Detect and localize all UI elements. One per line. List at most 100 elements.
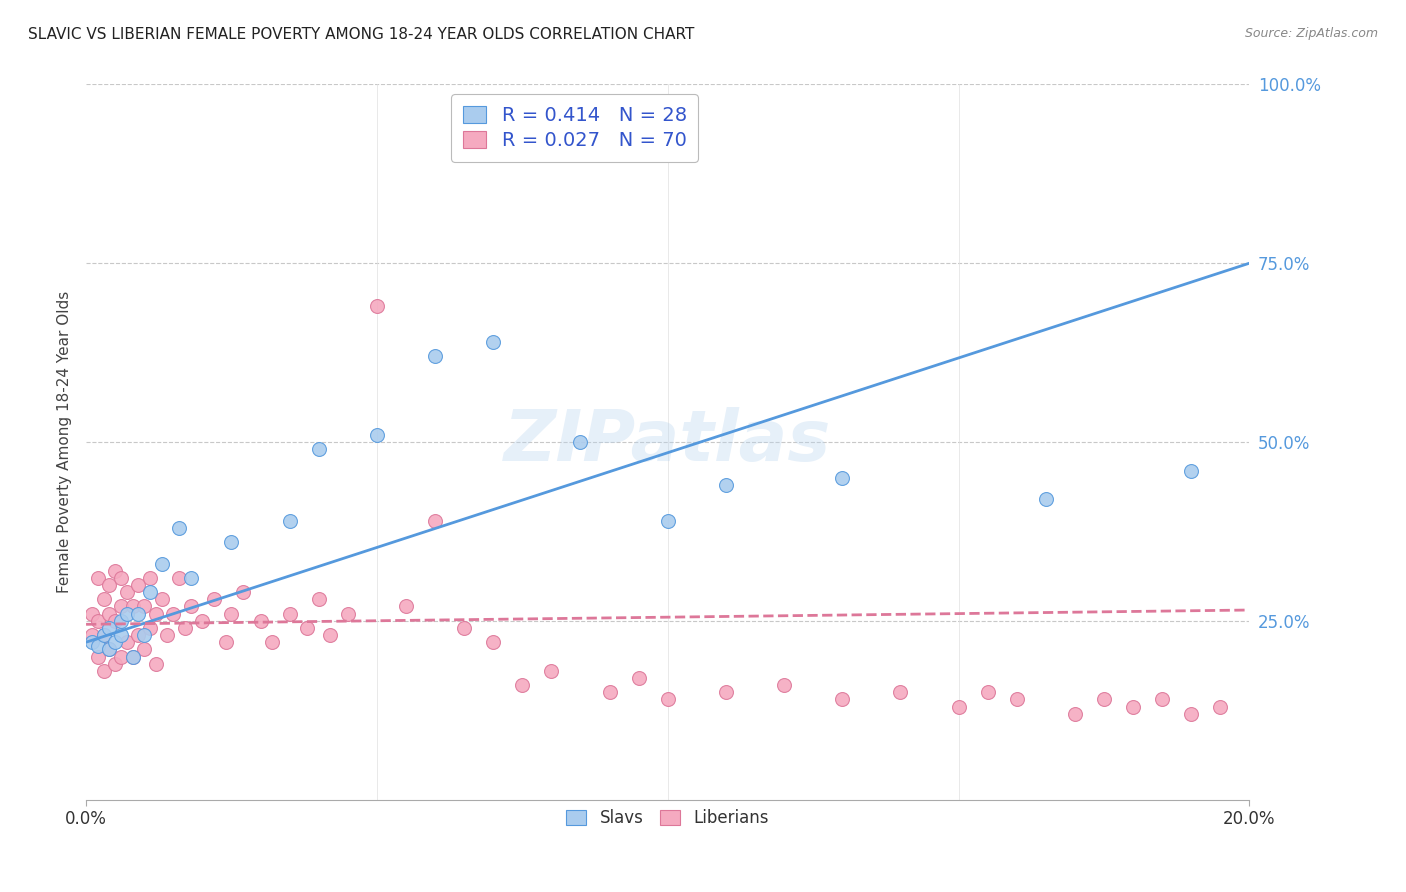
Point (145, 657, 167, 671)
Text: ZIPatlas: ZIPatlas (503, 408, 831, 476)
Point (180, 599, 202, 614)
Point (262, 635, 284, 649)
Point (510, 678, 533, 692)
Point (110, 649, 132, 664)
Point (121, 649, 143, 664)
Point (1035, 492, 1057, 507)
Point (308, 442, 330, 457)
Point (221, 535, 243, 549)
Point (278, 607, 301, 621)
Point (714, 685, 737, 699)
Point (139, 571, 162, 585)
Point (174, 621, 197, 635)
Point (156, 628, 179, 642)
Point (831, 692, 853, 706)
Point (215, 635, 238, 649)
Point (366, 299, 388, 313)
Point (976, 685, 998, 699)
Point (1092, 692, 1115, 706)
Point (395, 599, 418, 614)
Point (831, 471, 853, 485)
Point (657, 692, 679, 706)
Point (1005, 692, 1028, 706)
Point (104, 657, 127, 671)
Point (569, 434, 592, 449)
Point (98, 621, 121, 635)
Point (93, 592, 115, 607)
Point (127, 628, 149, 642)
Point (221, 607, 243, 621)
Point (145, 607, 167, 621)
Point (278, 514, 301, 528)
Point (115, 607, 138, 621)
Point (127, 578, 149, 592)
Point (423, 514, 446, 528)
Point (121, 649, 143, 664)
Text: SLAVIC VS LIBERIAN FEMALE POVERTY AMONG 18-24 YEAR OLDS CORRELATION CHART: SLAVIC VS LIBERIAN FEMALE POVERTY AMONG … (28, 27, 695, 42)
Point (889, 685, 911, 699)
Point (232, 585, 254, 599)
Point (139, 585, 162, 599)
Point (98, 642, 121, 657)
Point (127, 607, 149, 621)
Point (599, 685, 621, 699)
Point (948, 699, 970, 714)
Point (134, 628, 156, 642)
Point (540, 664, 562, 678)
Point (167, 571, 190, 585)
Point (104, 564, 127, 578)
Point (295, 621, 318, 635)
Point (150, 592, 173, 607)
Point (150, 557, 173, 571)
Point (1152, 692, 1174, 706)
Point (1180, 706, 1202, 721)
Point (714, 478, 737, 492)
Point (98, 607, 121, 621)
Legend: Slavs, Liberians: Slavs, Liberians (560, 803, 776, 834)
Point (1122, 699, 1144, 714)
Point (86, 571, 108, 585)
Y-axis label: Female Poverty Among 18-24 Year Olds: Female Poverty Among 18-24 Year Olds (58, 291, 72, 593)
Point (93, 628, 115, 642)
Point (104, 635, 127, 649)
Point (134, 642, 156, 657)
Point (167, 521, 190, 535)
Point (657, 514, 679, 528)
Point (139, 621, 162, 635)
Point (110, 599, 132, 614)
Point (308, 592, 330, 607)
Point (80, 607, 103, 621)
Point (110, 628, 132, 642)
Point (115, 635, 138, 649)
Point (162, 607, 184, 621)
Point (110, 571, 132, 585)
Point (1063, 706, 1085, 721)
Point (319, 628, 342, 642)
Point (98, 578, 121, 592)
Point (121, 599, 143, 614)
Point (482, 635, 505, 649)
Point (110, 614, 132, 628)
Point (1180, 464, 1202, 478)
Point (86, 639, 108, 653)
Point (202, 592, 225, 607)
Point (134, 599, 156, 614)
Point (104, 614, 127, 628)
Point (249, 614, 271, 628)
Point (93, 664, 115, 678)
Point (627, 671, 650, 685)
Point (482, 334, 505, 349)
Point (336, 607, 359, 621)
Point (80, 635, 103, 649)
Point (115, 585, 138, 599)
Point (86, 614, 108, 628)
Point (80, 628, 103, 642)
Text: Source: ZipAtlas.com: Source: ZipAtlas.com (1244, 27, 1378, 40)
Point (98, 642, 121, 657)
Point (180, 571, 202, 585)
Point (86, 649, 108, 664)
Point (423, 349, 446, 363)
Point (93, 628, 115, 642)
Point (773, 678, 796, 692)
Point (191, 614, 214, 628)
